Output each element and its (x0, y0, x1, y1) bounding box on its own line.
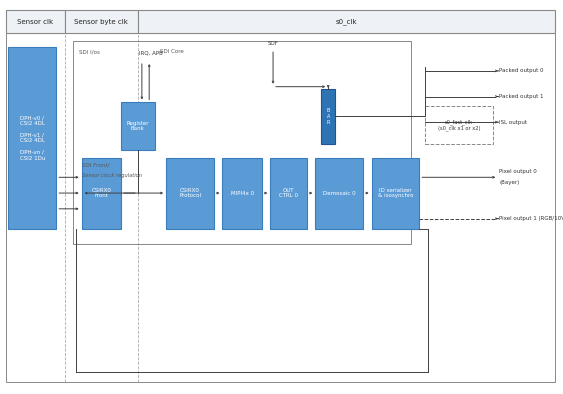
Text: ISL output: ISL output (499, 120, 528, 125)
Bar (372, 158, 419, 229)
Bar (270, 158, 307, 229)
Text: Pixel output 1 (RGB/10V): Pixel output 1 (RGB/10V) (499, 216, 563, 221)
Text: CSIRX0
Front: CSIRX0 Front (91, 188, 111, 199)
Bar (321, 89, 335, 144)
Bar (425, 106, 493, 144)
Text: Pixel output 0: Pixel output 0 (499, 169, 537, 174)
Text: (Bayer): (Bayer) (499, 180, 520, 184)
Text: s0_clk: s0_clk (336, 18, 357, 25)
Text: SOF: SOF (267, 41, 279, 46)
Text: IRQ, APB: IRQ, APB (139, 50, 163, 55)
Text: DPH-v0 /
CSI2 4DL

DPH-v1 /
CSI2 4DL

DPH-vn /
CSI2 1Du: DPH-v0 / CSI2 4DL DPH-v1 / CSI2 4DL DPH-… (20, 115, 45, 161)
Text: CSIRX0
Protocol: CSIRX0 Protocol (179, 188, 201, 199)
Bar (82, 158, 121, 229)
Bar (6, 33, 555, 382)
Bar (6, 10, 65, 33)
Text: Register
Bank: Register Bank (127, 121, 149, 132)
Text: Demosaic 0: Demosaic 0 (323, 191, 355, 195)
Text: OUT
CTRL 0: OUT CTRL 0 (279, 188, 298, 199)
Bar (65, 10, 138, 33)
Text: s0_fast_clk
(s0_clk x1 or x2): s0_fast_clk (s0_clk x1 or x2) (437, 119, 480, 131)
Bar (138, 10, 555, 33)
Text: SDI Core: SDI Core (160, 49, 184, 54)
Text: Packed output 0: Packed output 0 (499, 69, 544, 73)
Bar (166, 158, 214, 229)
Text: ID serializer
& isosynchro: ID serializer & isosynchro (378, 188, 413, 199)
Text: SDI Front/: SDI Front/ (82, 163, 109, 168)
Text: Sensor clk: Sensor clk (17, 19, 53, 25)
Bar (73, 41, 411, 244)
Bar (121, 102, 155, 150)
Text: Sensor clock regulation: Sensor clock regulation (82, 173, 142, 178)
Bar (8, 47, 56, 229)
Text: SDI I/os: SDI I/os (79, 49, 100, 54)
Text: Packed output 1: Packed output 1 (499, 94, 544, 99)
Bar (315, 158, 363, 229)
Bar (222, 158, 262, 229)
Text: B
A
R: B A R (327, 108, 330, 125)
Text: Sensor byte clk: Sensor byte clk (74, 19, 128, 25)
Text: MIPI4x 0: MIPI4x 0 (230, 191, 254, 195)
